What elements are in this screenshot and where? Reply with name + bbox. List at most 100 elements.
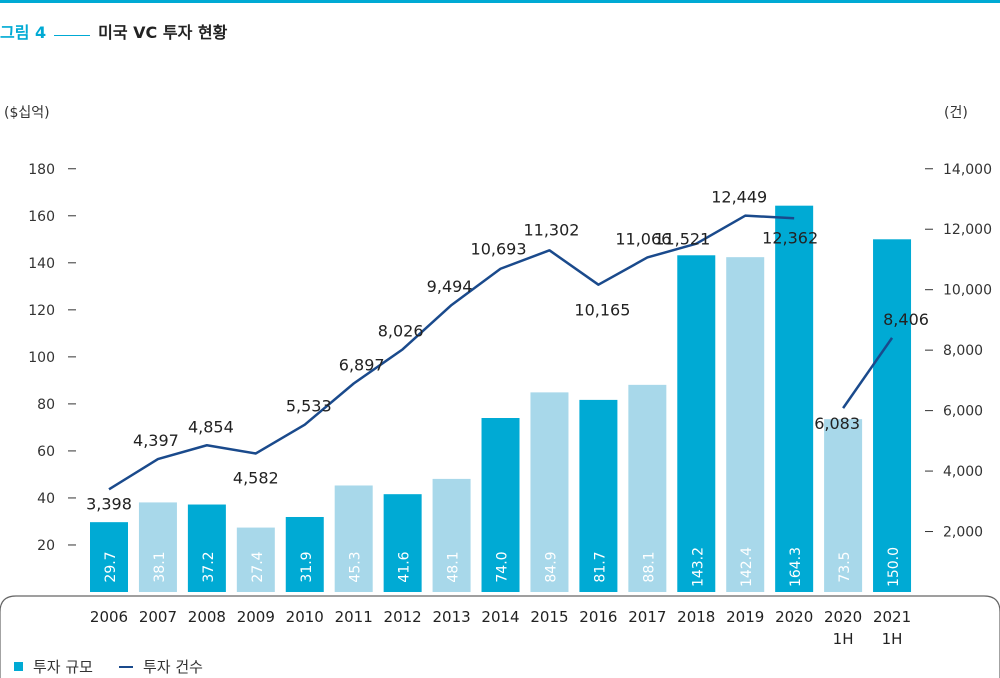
- right-tick-label: 12,000: [943, 222, 992, 238]
- line-data-label: 8,026: [378, 321, 424, 340]
- legend-line-swatch: [118, 665, 133, 668]
- bar: [824, 419, 863, 592]
- left-tick-label: 140: [28, 256, 55, 272]
- line-data-label: 6,083: [814, 414, 860, 433]
- x-tick-label: 2021 1H: [873, 608, 911, 648]
- left-tick-label: 60: [37, 444, 55, 460]
- bar-value-label: 143.2: [690, 547, 706, 587]
- right-tick-label: 10,000: [943, 283, 992, 299]
- x-tick-label-line: 2006: [90, 608, 128, 626]
- right-tick-label: 14,000: [943, 162, 992, 178]
- right-axis: (건) 2,000 4,000 6,000 8,000 10,000 12,000 14,00…: [925, 105, 992, 541]
- left-axis: ($십억) 20 40 60 80 100 120 140 160 180: [4, 105, 76, 554]
- x-tick-label-line: 2021: [873, 608, 911, 626]
- bar-value-label: 164.3: [788, 547, 804, 587]
- bar: [236, 527, 275, 592]
- right-tick-label: 4,000: [943, 464, 983, 480]
- line-data-label: 11,066: [615, 229, 671, 248]
- x-tick-label-line: 2015: [530, 608, 568, 626]
- bar: [187, 504, 226, 592]
- bar-value-label: 31.9: [299, 551, 315, 582]
- bar: [90, 522, 128, 592]
- legend-bar-label: 투자 규모: [33, 658, 93, 676]
- bar: [383, 494, 422, 592]
- left-tick-label: 120: [28, 303, 55, 319]
- x-tick-label-line: 1H: [882, 630, 903, 648]
- figure-header: 그림 4 미국 VC 투자 현황: [0, 19, 227, 43]
- left-tick-label: 160: [28, 209, 55, 225]
- bar-value-label: 150.0: [886, 547, 902, 587]
- bar: [285, 516, 324, 592]
- line-series: 3,398 4,397 4,854 4,582 5,533 6,897 8,026 9,494…: [86, 188, 929, 514]
- left-tick-label: 100: [28, 350, 55, 366]
- bar: [628, 384, 667, 592]
- left-tick-label: 180: [28, 162, 55, 178]
- x-tick-label-line: 2009: [237, 608, 275, 626]
- bar: [138, 502, 177, 592]
- line-data-label: 4,582: [233, 468, 279, 487]
- bar-value-label: 41.6: [397, 551, 413, 582]
- x-tick-label-line: 1H: [833, 630, 854, 648]
- x-tick-label-line: 2019: [726, 608, 764, 626]
- x-tick-label: 2016: [579, 608, 617, 626]
- x-tick-label: 2006: [90, 608, 128, 626]
- legend-bar-swatch: [14, 662, 23, 671]
- bar: [432, 478, 471, 592]
- x-tick-label-line: 2011: [335, 608, 373, 626]
- x-tick-label-line: 2020: [775, 608, 813, 626]
- left-axis-unit: ($십억): [4, 105, 50, 121]
- x-tick-label: 2019: [726, 608, 764, 626]
- bar-value-label: 27.4: [250, 551, 266, 582]
- line-data-label: 10,165: [574, 301, 630, 320]
- x-tick-label-line: 2008: [188, 608, 226, 626]
- figure-divider: [54, 35, 91, 36]
- right-tick-label: 6,000: [943, 404, 983, 420]
- bar: [873, 239, 912, 592]
- x-tick-label-line: 2020: [824, 608, 862, 626]
- line-data-label: 4,854: [188, 417, 234, 436]
- bar: [481, 418, 520, 592]
- left-tick-label: 80: [37, 397, 55, 413]
- line-data-label: 12,362: [762, 228, 818, 247]
- bar-value-label: 38.1: [152, 551, 168, 582]
- bar: [726, 257, 765, 592]
- x-tick-label-line: 2017: [628, 608, 666, 626]
- bar-value-label: 88.1: [641, 551, 657, 582]
- line-data-label: 12,449: [711, 188, 767, 207]
- line-data-label: 11,302: [523, 220, 579, 239]
- left-tick-label: 40: [37, 491, 55, 507]
- line-data-label: 6,897: [339, 355, 385, 374]
- x-tick-label: 2011: [335, 608, 373, 626]
- line-data-label: 3,398: [86, 494, 132, 513]
- right-tick-label: 2,000: [943, 525, 983, 541]
- x-tick-label: 2017: [628, 608, 666, 626]
- x-tick-label: 2014: [481, 608, 519, 626]
- top-rule: [0, 0, 1000, 3]
- line-data-label: 9,494: [427, 277, 473, 296]
- x-tick-label-line: 2010: [286, 608, 324, 626]
- x-tick-label: 2020: [775, 608, 813, 626]
- x-tick-label-line: 2018: [677, 608, 715, 626]
- figure-title: 미국 VC 투자 현황: [98, 23, 228, 42]
- right-axis-unit: (건): [944, 105, 968, 121]
- x-tick-label: 2012: [384, 608, 422, 626]
- line-data-label: 11,521: [654, 230, 710, 249]
- bar-value-label: 29.7: [103, 551, 119, 582]
- bar: [334, 485, 373, 592]
- bar-value-label: 84.9: [543, 551, 559, 582]
- x-tick-label-line: 2016: [579, 608, 617, 626]
- x-axis: 2006 2007 2008 2009 2010 2011 2012 2013 2014 2015…: [90, 608, 911, 648]
- left-tick-label: 20: [37, 538, 55, 554]
- line-data-label: 5,533: [286, 397, 332, 416]
- bar-value-label: 73.5: [837, 551, 853, 582]
- bar: [775, 205, 814, 592]
- bar-value-label: 48.1: [446, 551, 462, 582]
- count-line: [842, 337, 894, 409]
- figure-number: 그림 4: [0, 23, 47, 42]
- x-tick-label: 2009: [237, 608, 275, 626]
- legend: 투자 규모 투자 건수: [14, 656, 203, 677]
- chart-frame: [0, 595, 1000, 678]
- plot-frame: [0, 595, 1000, 678]
- x-tick-label: 2013: [432, 608, 470, 626]
